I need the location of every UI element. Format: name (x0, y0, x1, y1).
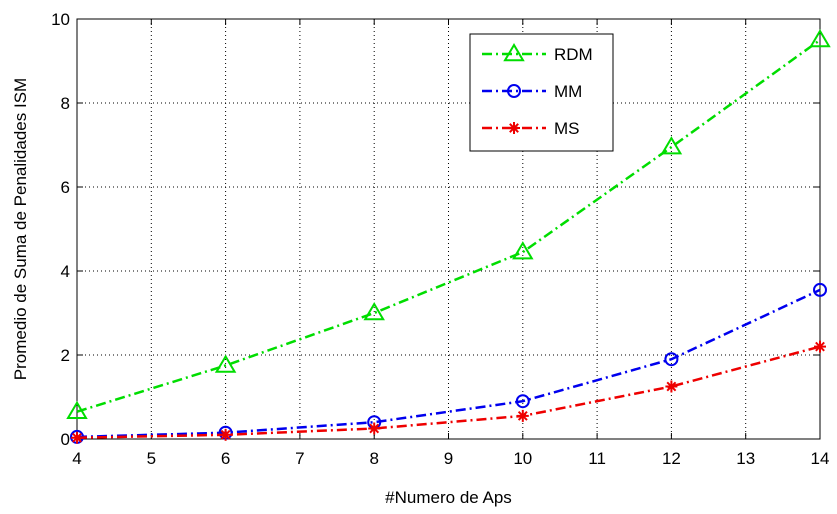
x-tick-label: 4 (72, 449, 81, 468)
legend: RDM MM MS (469, 33, 614, 152)
tick-labels: 4 5 6 7 8 9 10 11 12 13 14 0 2 4 6 8 10 (51, 10, 829, 468)
legend-label: RDM (554, 45, 593, 64)
asterisk-stroke (72, 432, 82, 443)
legend-box (469, 33, 614, 152)
asterisk-marker (219, 428, 232, 441)
y-tick-label: 10 (51, 10, 70, 29)
legend-item-rdm: RDM (482, 43, 593, 64)
grid (77, 19, 820, 439)
x-tick-label: 10 (513, 449, 532, 468)
triangle-marker (214, 354, 237, 373)
circle-marker (515, 394, 530, 409)
y-axis-label: Promedio de Suma de Penalidades ISM (11, 78, 30, 380)
axis-ticks (76, 18, 821, 440)
x-tick-label: 9 (444, 449, 453, 468)
circle-marker (507, 84, 521, 98)
x-tick-label: 14 (811, 449, 830, 468)
asterisk-marker (508, 122, 520, 134)
y-tick-label: 4 (61, 262, 70, 281)
triangle-marker (503, 43, 525, 62)
legend-label: MM (554, 82, 582, 101)
asterisk-marker (814, 340, 826, 353)
x-tick-label: 8 (369, 449, 378, 468)
y-tick-label: 8 (61, 94, 70, 113)
series-line (76, 345, 821, 439)
x-tick-label: 5 (147, 449, 156, 468)
asterisk-stroke (666, 381, 677, 392)
legend-label: MS (554, 119, 580, 138)
x-tick-label: 12 (662, 449, 681, 468)
legend-item-ms: MS (482, 119, 580, 138)
x-tick-label: 7 (295, 449, 304, 468)
asterisk-marker (71, 431, 83, 444)
circle-marker (664, 352, 679, 367)
asterisk-stroke (517, 410, 528, 421)
x-tick-label: 13 (736, 449, 755, 468)
legend-item-mm: MM (482, 82, 582, 101)
triangle-marker (512, 241, 534, 260)
asterisk-stroke (509, 123, 519, 133)
y-tick-label: 0 (61, 430, 70, 449)
series-ms (71, 340, 826, 444)
x-tick-label: 6 (221, 449, 230, 468)
asterisk-stroke (815, 341, 825, 352)
triangle-marker (809, 29, 831, 48)
series-line (76, 38, 821, 413)
asterisk-marker (368, 422, 381, 435)
series-lines (66, 29, 831, 444)
triangle-marker (660, 136, 683, 155)
circle-marker (813, 282, 827, 297)
x-tick-label: 11 (588, 449, 606, 468)
y-tick-label: 6 (61, 178, 70, 197)
x-axis-label: #Numero de Aps (385, 488, 512, 507)
y-tick-label: 2 (61, 346, 70, 365)
asterisk-marker (665, 380, 678, 393)
asterisk-marker (516, 409, 529, 422)
triangle-marker (363, 302, 385, 321)
asterisk-stroke (369, 423, 380, 434)
series-rdm (66, 29, 831, 419)
series-line (76, 288, 821, 439)
asterisk-stroke (220, 429, 231, 440)
triangle-marker (66, 400, 88, 419)
